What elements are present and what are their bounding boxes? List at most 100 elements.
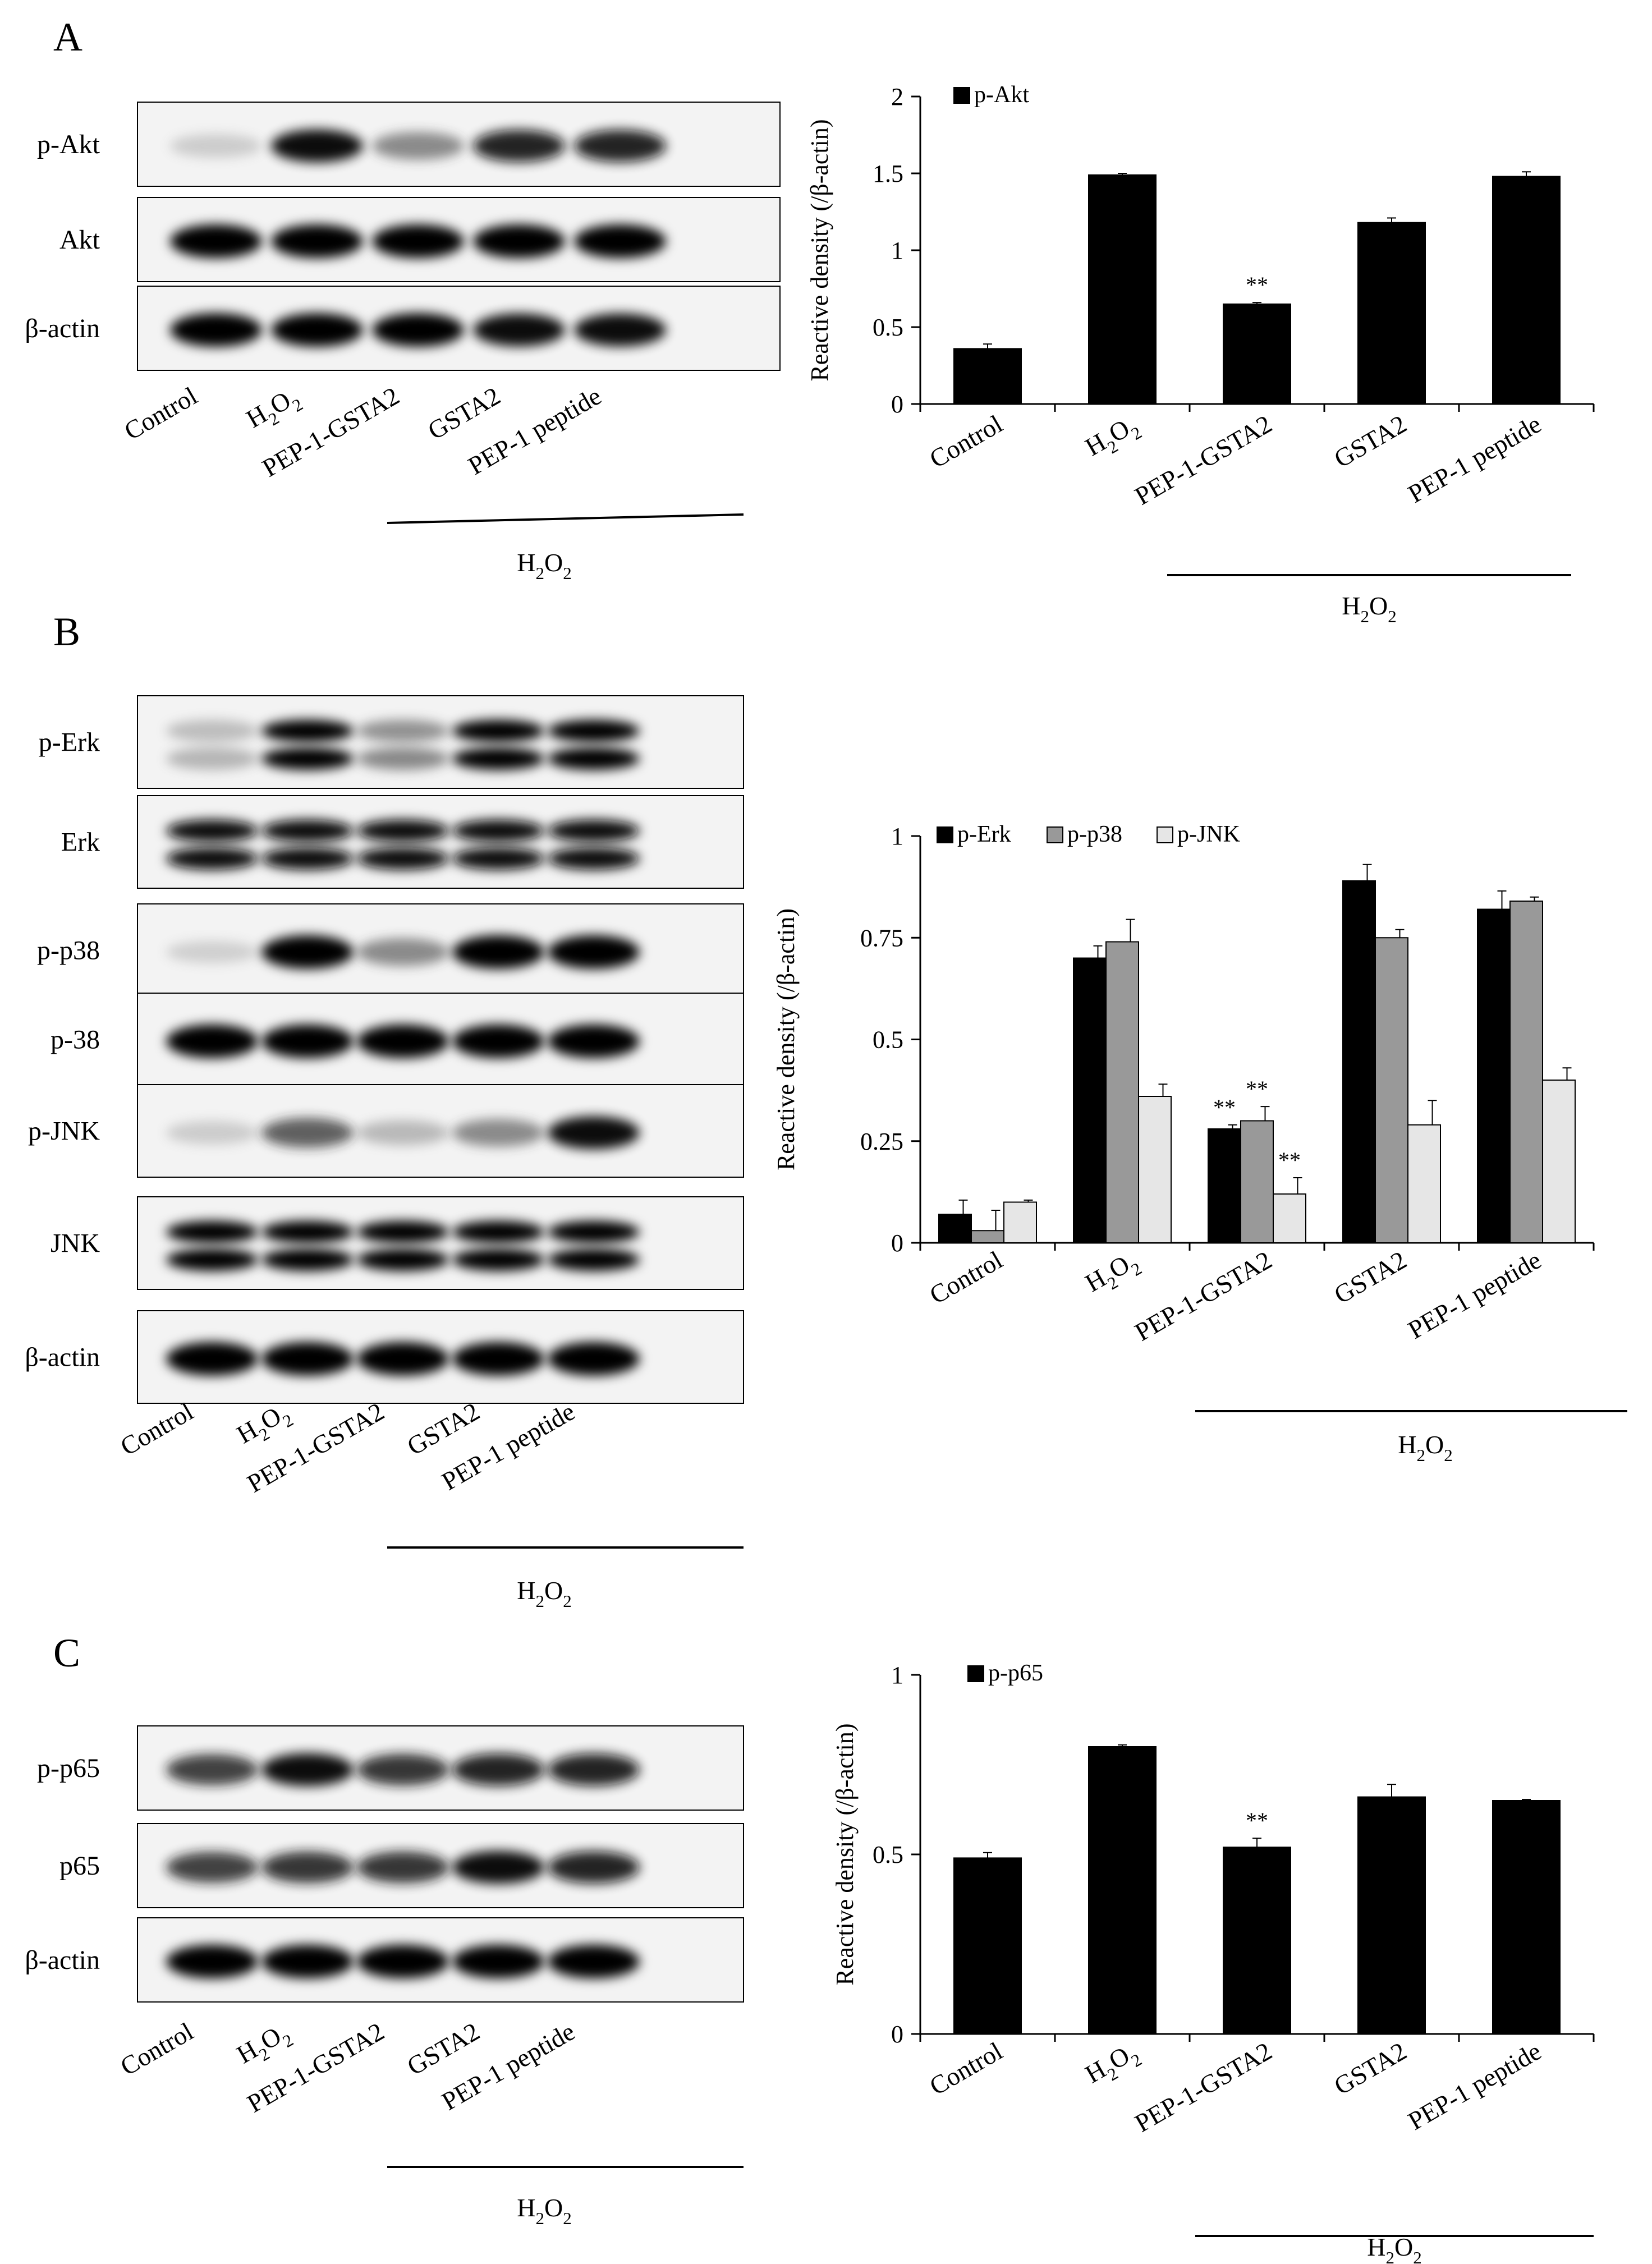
blot-band bbox=[261, 819, 354, 842]
blot-band bbox=[166, 1248, 258, 1271]
bar-p-p65-control bbox=[953, 1857, 1022, 2035]
blot-band bbox=[372, 132, 464, 160]
y-tick-label: 0.25 bbox=[860, 1128, 903, 1155]
bar-p-p65-h2o2 bbox=[1088, 1746, 1157, 2035]
blot-row-label-p-p38: p-p38 bbox=[37, 936, 100, 966]
blot-band bbox=[574, 313, 666, 347]
blot-row-label-p-akt: p-Akt bbox=[37, 130, 100, 159]
treatment-label: H2O2 bbox=[517, 1576, 571, 1611]
blot-band bbox=[548, 1851, 640, 1884]
chart-c: 0 0.5 1 Reactive density (/β-actin) ** p-p65 C… bbox=[831, 1660, 1595, 2264]
blot-band bbox=[372, 224, 464, 258]
blot-band bbox=[548, 1945, 640, 1978]
blot-band bbox=[548, 935, 640, 969]
y-tick-label: 0 bbox=[891, 391, 903, 418]
lane-label-control: Control bbox=[120, 381, 202, 445]
x-tick-label-pep-1-peptide: PEP-1 peptide bbox=[1403, 1245, 1546, 1344]
blot-band bbox=[452, 847, 544, 870]
blot-strip bbox=[137, 795, 744, 889]
lane-label-control: Control bbox=[116, 1397, 198, 1461]
legend-label-p-p38: p-p38 bbox=[1067, 821, 1122, 847]
blot-band bbox=[271, 313, 363, 347]
bar-p-erk-gsta2 bbox=[1342, 880, 1376, 1243]
blot-band bbox=[261, 719, 354, 742]
chart-b: 0 0.25 0.5 0.75 1 Reactive density (/β-actin)… bbox=[772, 821, 1627, 1465]
bar-p-erk-control bbox=[938, 1214, 972, 1243]
blot-band bbox=[261, 1945, 354, 1978]
lane-label-gsta2: GSTA2 bbox=[423, 381, 505, 445]
legend: p-Akt bbox=[953, 82, 1029, 108]
y-tick-label: 0 bbox=[891, 2020, 903, 2048]
blot-row-label-p65: p65 bbox=[59, 1851, 100, 1881]
treatment-label: H2O2 bbox=[1367, 2233, 1421, 2264]
blot-row-p-jnk: p-JNK bbox=[28, 1084, 744, 1178]
blot-band bbox=[548, 1116, 640, 1150]
x-tick-label-control: Control bbox=[925, 1245, 1007, 1309]
legend-label-p-jnk: p-JNK bbox=[1177, 821, 1240, 847]
blot-band bbox=[357, 1945, 449, 1978]
blot-band bbox=[166, 1945, 258, 1978]
blot-band bbox=[357, 1851, 449, 1884]
x-tick-label-h2o2: H2O2 bbox=[1080, 409, 1145, 466]
legend-label-p-erk: p-Erk bbox=[957, 821, 1011, 847]
bar-p-p38-control bbox=[971, 1230, 1004, 1243]
y-axis-label: Reactive density (/β-actin) bbox=[831, 1723, 859, 1985]
blot-band bbox=[473, 224, 565, 258]
blot-band bbox=[166, 1342, 258, 1376]
blot-row-p-p65: p-p65 bbox=[37, 1725, 744, 1811]
blot-band bbox=[261, 747, 354, 770]
legend-swatch-p-p65 bbox=[967, 1665, 984, 1682]
blot-band bbox=[357, 1120, 449, 1146]
bar-p-jnk-gsta2 bbox=[1407, 1124, 1441, 1243]
blot-band bbox=[357, 719, 449, 742]
y-axis-label: Reactive density (/β-actin) bbox=[806, 119, 833, 381]
bar-p-p65-pep-1-peptide bbox=[1492, 1800, 1561, 2035]
blot-row-label-jnk: JNK bbox=[51, 1229, 100, 1259]
y-tick-label: 0.5 bbox=[873, 314, 903, 341]
y-axis-label: Reactive density (/β-actin) bbox=[772, 908, 800, 1170]
blot-band bbox=[357, 819, 449, 842]
lane-label-h2o2: H2O2 bbox=[232, 1397, 296, 1454]
panel-letter-b: B bbox=[53, 609, 80, 654]
blot-band bbox=[261, 1118, 354, 1148]
treatment-label: H2O2 bbox=[1398, 1430, 1452, 1465]
blot-row-p-38: p-38 bbox=[51, 993, 744, 1086]
blot-row-label-beta-actin: β-actin bbox=[25, 314, 100, 343]
blot-band bbox=[574, 224, 666, 258]
blot-row-jnk: JNK bbox=[51, 1196, 744, 1290]
blot-band bbox=[261, 1851, 354, 1884]
blot-band bbox=[166, 819, 258, 842]
bar-p-p65-pep-1-gsta2 bbox=[1223, 1847, 1291, 2035]
bar-p-jnk-h2o2 bbox=[1138, 1096, 1172, 1243]
bar-charts: 0 0.5 1 1.5 2 Reactive density (/β-actin) ** p-… bbox=[772, 82, 1627, 2264]
blot-band bbox=[261, 1248, 354, 1271]
bar-p-p38-h2o2 bbox=[1105, 941, 1139, 1243]
legend: p-p65 bbox=[967, 1660, 1043, 1686]
blot-band bbox=[261, 1024, 354, 1058]
blot-row-beta-actin: β-actin bbox=[25, 286, 781, 371]
panel-letter-a: A bbox=[53, 15, 82, 59]
x-tick-label-pep-1-gsta2: PEP-1-GSTA2 bbox=[1130, 409, 1277, 510]
significance-marker: ** bbox=[1246, 1076, 1268, 1101]
bar-p-jnk-pep-1-gsta2 bbox=[1273, 1193, 1306, 1243]
bar-p-erk-pep-1-peptide bbox=[1477, 908, 1511, 1243]
blot-row-p-erk: p-Erk bbox=[39, 695, 744, 789]
blot-band bbox=[170, 313, 262, 347]
blot-band bbox=[166, 941, 258, 963]
blot-band bbox=[548, 819, 640, 842]
x-tick-label-pep-1-gsta2: PEP-1-GSTA2 bbox=[1130, 2036, 1277, 2137]
y-tick-label: 1 bbox=[891, 823, 903, 850]
blot-band bbox=[473, 313, 565, 347]
blot-row-beta-actin: β-actin bbox=[25, 1917, 744, 2003]
blot-band bbox=[548, 1753, 640, 1786]
x-tick-label-gsta2: GSTA2 bbox=[1329, 1245, 1411, 1309]
significance-marker: ** bbox=[1278, 1147, 1301, 1173]
significance-marker: ** bbox=[1213, 1095, 1236, 1120]
blot-row-label-beta-actin: β-actin bbox=[25, 1343, 100, 1372]
blot-band bbox=[452, 1753, 544, 1786]
blot-band bbox=[452, 819, 544, 842]
